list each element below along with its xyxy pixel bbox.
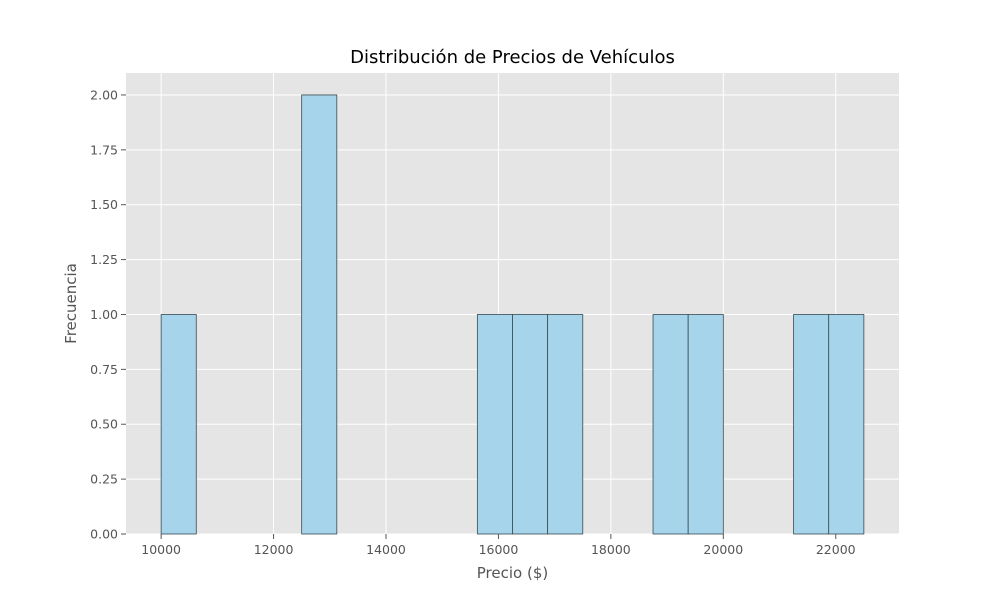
x-tick-label: 18000 [591, 542, 631, 557]
y-tick-label: 1.25 [90, 252, 118, 267]
histogram-bar [160, 314, 197, 535]
y-tick-label: 0.25 [90, 472, 118, 487]
x-tick-label: 22000 [816, 542, 856, 557]
histogram-bar [652, 314, 689, 535]
y-tick-label: 1.00 [90, 307, 118, 322]
bars [160, 94, 865, 535]
histogram-bar [547, 314, 584, 535]
histogram-bar [476, 314, 513, 535]
y-axis-label: Frecuencia [62, 263, 80, 344]
y-tick-label: 2.00 [90, 87, 118, 102]
y-axis-ticks: 0.00 0.25 0.50 0.75 1.00 1.25 1.50 1.75 2.00 [90, 87, 126, 542]
x-axis-ticks: 10000 12000 14000 16000 18000 20000 22000 [141, 534, 856, 557]
x-axis-label: Precio ($) [477, 564, 548, 582]
y-tick-label: 0.50 [90, 417, 118, 432]
y-tick-label: 0.75 [90, 362, 118, 377]
y-tick-label: 0.00 [90, 527, 118, 542]
x-tick-label: 20000 [703, 542, 743, 557]
y-tick-label: 1.50 [90, 197, 118, 212]
chart-title: Distribución de Precios de Vehículos [350, 47, 675, 68]
histogram-bar [301, 94, 338, 535]
x-tick-label: 16000 [479, 542, 519, 557]
histogram-bar [793, 314, 830, 535]
x-tick-label: 12000 [254, 542, 294, 557]
histogram-bar [512, 314, 549, 535]
y-tick-label: 1.75 [90, 142, 118, 157]
x-tick-label: 10000 [141, 542, 181, 557]
x-tick-label: 14000 [366, 542, 406, 557]
histogram-bar [687, 314, 724, 535]
histogram-bar [828, 314, 865, 535]
